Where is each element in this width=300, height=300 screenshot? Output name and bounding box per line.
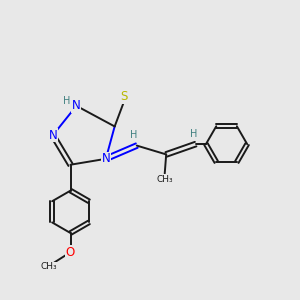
Text: H: H (63, 95, 71, 106)
Text: N: N (101, 152, 110, 165)
Text: CH₃: CH₃ (156, 175, 173, 184)
Text: O: O (66, 246, 75, 259)
Text: CH₃: CH₃ (41, 262, 58, 272)
Text: H: H (130, 130, 137, 140)
Text: N: N (72, 99, 81, 112)
Text: S: S (120, 90, 127, 103)
Text: H: H (190, 129, 198, 139)
Text: N: N (49, 129, 57, 142)
